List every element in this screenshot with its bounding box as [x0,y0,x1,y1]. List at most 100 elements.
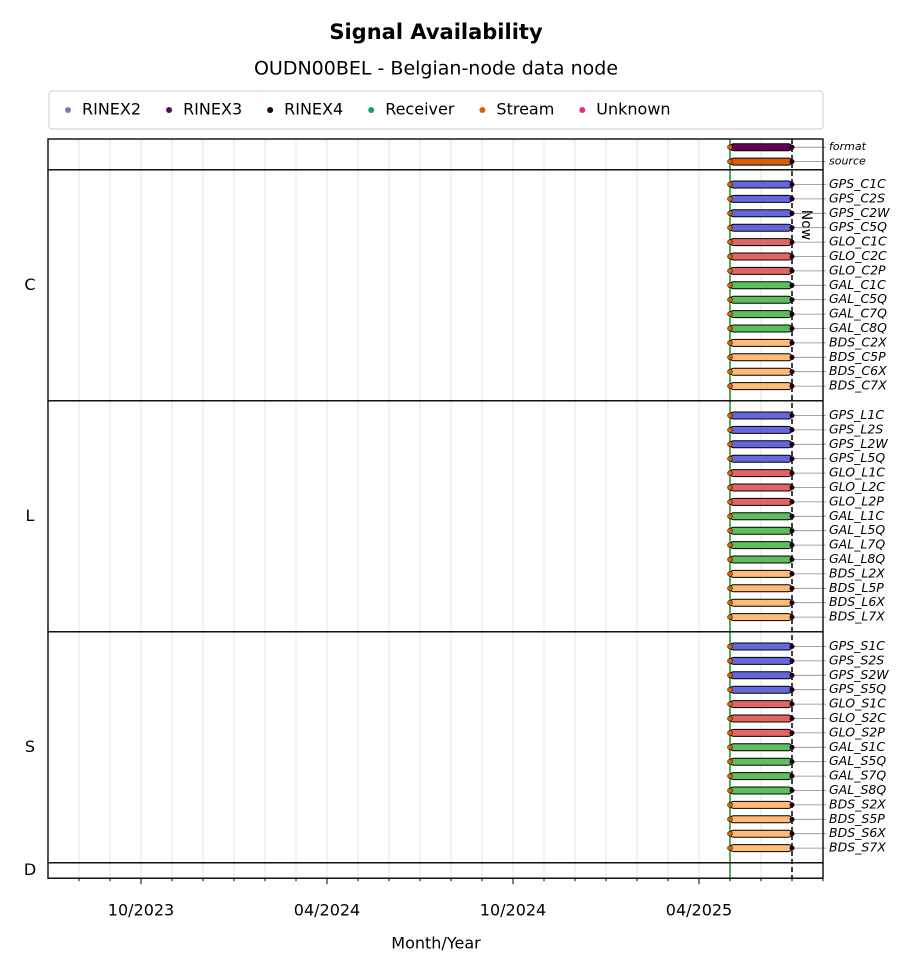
availability-bar [729,569,793,578]
start-dot [727,672,733,679]
availability-bar [729,425,793,434]
end-dot [789,672,795,678]
row-label: GLO_L2C [829,479,885,494]
start-dot [727,441,733,448]
legend-label: Unknown [596,100,670,119]
end-dot [789,773,795,779]
availability-bar [729,223,793,232]
row-label: GPS_L1C [829,407,884,422]
row-label: GPS_C1C [829,176,886,191]
end-dot [789,225,795,231]
end-dot [789,311,795,317]
end-dot [789,182,795,187]
availability-bar [729,266,793,275]
end-dot [789,716,795,721]
start-dot [727,730,733,736]
end-dot [789,369,795,375]
start-dot [727,368,733,375]
plot-frame [47,138,824,879]
row-label: BDS_S5P [829,811,885,826]
row-label: GPS_C5Q [829,219,887,234]
panel [47,862,824,879]
availability-bar [729,310,793,319]
start-dot [727,830,733,837]
availability-bar [729,800,793,809]
group-label: L [26,506,35,525]
availability-bar [729,382,793,391]
row-label: source [829,155,866,168]
legend-marker [479,107,486,113]
end-dot [789,340,795,346]
start-dot [727,556,733,563]
legend-marker [65,107,71,113]
start-dot [727,325,733,332]
row-label: GLO_C1C [829,234,887,249]
end-dot [789,254,795,259]
x-tick-label: 04/2024 [294,901,360,920]
row-label: GPS_S2W [829,667,889,682]
availability-bar [729,295,793,304]
start-dot [727,845,733,851]
row-label: GAL_S1C [829,739,885,754]
end-dot [789,210,795,216]
x-tick-label: 04/2025 [666,901,732,920]
availability-bar [729,642,793,651]
row-label: GLO_C2C [829,248,887,263]
x-tick-label: 10/2024 [480,901,546,920]
end-dot [789,413,795,418]
availability-bar [729,829,793,838]
legend-frame [48,90,824,130]
availability-bar [729,324,793,333]
availability-bar [729,440,793,449]
end-dot [789,687,795,693]
availability-bar [729,772,793,781]
availability-bar [729,411,793,420]
end-dot [789,326,795,331]
chart-subtitle: OUDN00BEL - Belgian-node data node [254,58,618,80]
row-label: GPS_S2S [829,652,884,667]
row-label: BDS_S6X [829,825,886,840]
end-dot [789,744,795,750]
end-dot [789,499,795,505]
start-dot [727,585,733,592]
legend-label: RINEX2 [82,100,141,119]
availability-bar [729,728,793,737]
legend-marker [368,107,375,113]
end-dot [789,239,795,245]
availability-bar [729,483,793,492]
start-dot [727,354,733,361]
row-label: GPS_C2S [829,190,885,205]
row-label: GAL_L7Q [829,537,885,552]
row-label: BDS_L2X [829,565,885,580]
row-label: GPS_L2S [829,421,883,436]
row-label: BDS_S2X [829,796,886,811]
start-dot [727,239,733,245]
availability-bar [729,555,793,564]
panel [47,631,824,864]
start-dot [727,686,733,693]
row-label: BDS_C7X [829,378,887,393]
start-dot [727,224,733,231]
availability-bar [729,786,793,795]
availability-bar [729,815,793,824]
legend-marker [579,107,586,113]
end-dot [789,268,795,274]
group-label: C [24,275,35,294]
panel [47,138,824,171]
end-dot [789,456,795,462]
start-dot [727,802,733,808]
row-label: GLO_L2P [829,493,884,508]
start-dot [727,455,733,462]
end-dot [789,144,795,150]
end-dot [789,282,795,288]
row-label: GLO_S1C [829,696,886,711]
end-dot [789,585,795,591]
end-dot [789,542,795,548]
row-label: GAL_S8Q [829,782,886,797]
availability-bar [729,143,793,152]
end-dot [789,600,795,606]
row-label: GPS_C2W [829,205,890,220]
start-dot [727,658,733,664]
end-dot [789,759,795,765]
